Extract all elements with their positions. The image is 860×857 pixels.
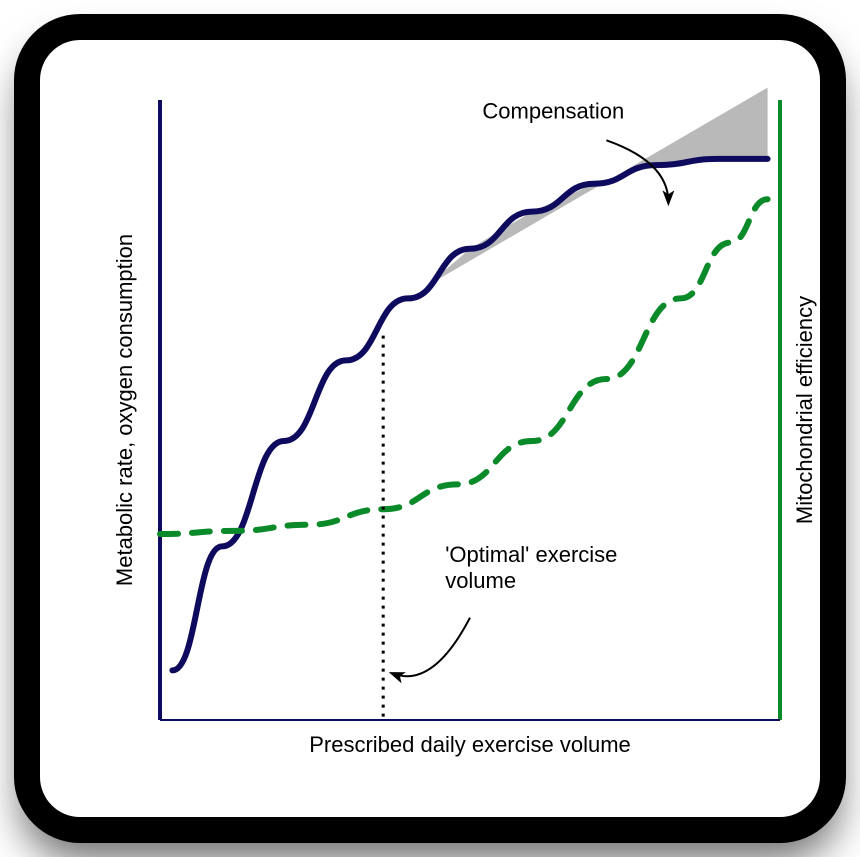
y-right-axis-label: Mitochondrial efficiency: [792, 296, 817, 524]
y-left-axis-label: Metabolic rate, oxygen consumption: [112, 234, 137, 586]
chart-svg: Metabolic rate, oxygen consumption Mitoc…: [40, 40, 820, 817]
optimal-arrow: [393, 618, 471, 677]
compensation-label: Compensation: [482, 99, 624, 124]
metabolic-rate-line: [172, 159, 767, 671]
x-axis-label: Prescribed daily exercise volume: [309, 732, 631, 757]
chart-card: Metabolic rate, oxygen consumption Mitoc…: [40, 40, 820, 817]
compensation-arrow: [606, 140, 668, 202]
optimal-label: 'Optimal' exercisevolume: [445, 542, 617, 593]
